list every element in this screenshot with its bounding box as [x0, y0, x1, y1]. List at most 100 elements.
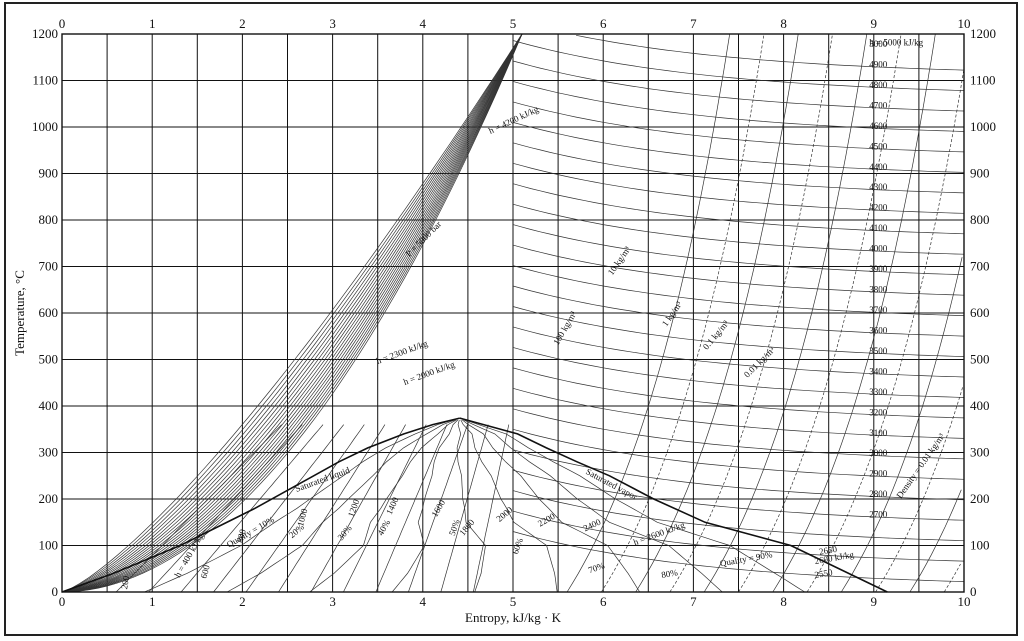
- x-tick-label-top: 1: [149, 16, 156, 31]
- y-tick-label-right: 100: [970, 538, 990, 553]
- enthalpy-line-superheat: [512, 531, 965, 582]
- enthalpy-line-superheat: [512, 306, 965, 357]
- chart-frame: [4, 2, 1018, 636]
- isobar-curve: [61, 33, 523, 593]
- enthalpy-line-superheat: [512, 510, 965, 562]
- enthalpy-line-superheat: [512, 162, 965, 214]
- x-tick-label: 2: [239, 594, 246, 609]
- quality-line: [456, 419, 486, 593]
- enthalpy-label-right: 2700: [869, 510, 888, 520]
- x-tick-label-top: 10: [958, 16, 971, 31]
- enthalpy-label: 1000: [295, 507, 309, 527]
- isobar-curve: [61, 33, 523, 593]
- quality-line: [309, 419, 457, 593]
- x-tick-label: 9: [871, 594, 878, 609]
- isochore-curve: [875, 387, 963, 593]
- y-tick-label: 800: [39, 212, 59, 227]
- enthalpy-label: h = 2600 kJ/kg: [632, 519, 686, 547]
- x-tick-label-top: 4: [420, 16, 427, 31]
- enthalpy-label-right: 3900: [869, 264, 888, 274]
- enthalpy-label-right: 4300: [869, 182, 888, 192]
- isochore-curve: [703, 33, 868, 593]
- enthalpy-label-top: h = 5000 kJ/kg: [869, 38, 923, 48]
- y-tick-label-right: 400: [970, 398, 990, 413]
- y-tick-label: 300: [39, 445, 59, 460]
- enthalpy-line-wet: [148, 424, 303, 593]
- enthalpy-line-wet: [180, 424, 324, 593]
- saturated-vapor-line: [459, 417, 888, 593]
- x-tick-label-top: 2: [239, 16, 246, 31]
- y-tick-label: 1200: [32, 26, 58, 41]
- isobar-curve: [61, 33, 523, 593]
- enthalpy-label-right: 3800: [869, 285, 888, 295]
- enthalpy-label: 2000: [494, 504, 515, 524]
- enthalpy-label: 1600: [429, 498, 447, 519]
- enthalpy-line-superheat: [512, 60, 965, 112]
- enthalpy-line-wet: [408, 424, 468, 593]
- enthalpy-line-superheat: [512, 326, 965, 378]
- isobar-curve: [61, 33, 523, 593]
- enthalpy-label-right: 4800: [869, 80, 888, 90]
- enthalpy-line-superheat: [512, 244, 965, 296]
- enthalpy-line-superheat: [512, 40, 965, 91]
- x-tick-label: 1: [149, 594, 156, 609]
- enthalpy-line-superheat: [512, 367, 965, 419]
- isobar-curve: [61, 33, 523, 593]
- saturation-dome: [61, 417, 888, 593]
- y-tick-label: 400: [39, 398, 59, 413]
- tick-labels: 0 1 2 3 4 5 6 7 8 9 100 1 2 3 4 5 6 7 8 9 100100200300400500…: [32, 16, 996, 609]
- enthalpy-label-4200: h = 4200 kJ/kg: [487, 104, 540, 136]
- quality-line: [461, 419, 640, 593]
- saturated-liquid-label: Saturated liquid: [294, 465, 352, 494]
- y-axis-label: Temperature, °C: [12, 270, 27, 356]
- enthalpy-line-wet: [115, 424, 282, 593]
- isochore-curve: [909, 489, 962, 593]
- isochore-curve: [772, 33, 936, 593]
- enthalpy-label-right: 4100: [869, 223, 888, 233]
- enthalpy-line-superheat: [512, 387, 965, 439]
- enthalpy-line-wet: [472, 424, 510, 593]
- enthalpy-label-2300: h = 2300 kJ/kg: [375, 338, 429, 366]
- x-tick-label-top: 9: [871, 16, 878, 31]
- x-tick-label-top: 0: [59, 16, 66, 31]
- enthalpy-line-superheat: [512, 122, 965, 173]
- x-tick-label-top: 5: [510, 16, 517, 31]
- isobar-curve: [61, 33, 523, 593]
- y-tick-label-right: 200: [970, 491, 990, 506]
- enthalpy-label-right: 2900: [869, 469, 888, 479]
- enthalpy-label-right: 3000: [869, 448, 888, 458]
- isobar-curve: [61, 33, 523, 593]
- x-tick-label: 5: [510, 594, 517, 609]
- isobar-curve: [61, 33, 523, 593]
- enthalpy-label-right: 4600: [869, 121, 888, 131]
- density-label: 10 kg/m³: [606, 244, 633, 277]
- x-tick-label: 4: [420, 594, 427, 609]
- x-tick-label-top: 7: [690, 16, 697, 31]
- enthalpy-label: 2650: [818, 544, 838, 557]
- enthalpy-label-right: 4200: [869, 203, 888, 213]
- isobar-curve: [61, 33, 523, 593]
- quality-line: [460, 419, 558, 593]
- enthalpy-line-superheat: [512, 408, 965, 460]
- density-label: 100 kg/m³: [551, 309, 578, 346]
- enthalpy-line-wet: [245, 424, 365, 593]
- isobar-curve: [61, 33, 523, 593]
- x-tick-label-top: 6: [600, 16, 607, 31]
- enthalpy-line-superheat: [512, 224, 965, 276]
- y-tick-label: 500: [39, 352, 59, 367]
- enthalpy-line-superheat: [576, 34, 965, 71]
- isobar-curve: [61, 33, 523, 593]
- quality-label: 30%: [335, 523, 354, 542]
- enthalpy-line-wet: [440, 424, 489, 593]
- isobar-curve: [61, 33, 523, 593]
- y-tick-label-right: 900: [970, 166, 990, 181]
- enthalpy-label-right: 4700: [869, 100, 888, 110]
- enthalpy-label-right: 4000: [869, 244, 888, 254]
- y-tick-label: 900: [39, 166, 59, 181]
- quality-line: [464, 419, 805, 593]
- isochore-curve: [943, 563, 961, 593]
- enthalpy-label-right: 4400: [869, 162, 888, 172]
- x-tick-label: 6: [600, 594, 607, 609]
- x-tick-label-top: 8: [780, 16, 787, 31]
